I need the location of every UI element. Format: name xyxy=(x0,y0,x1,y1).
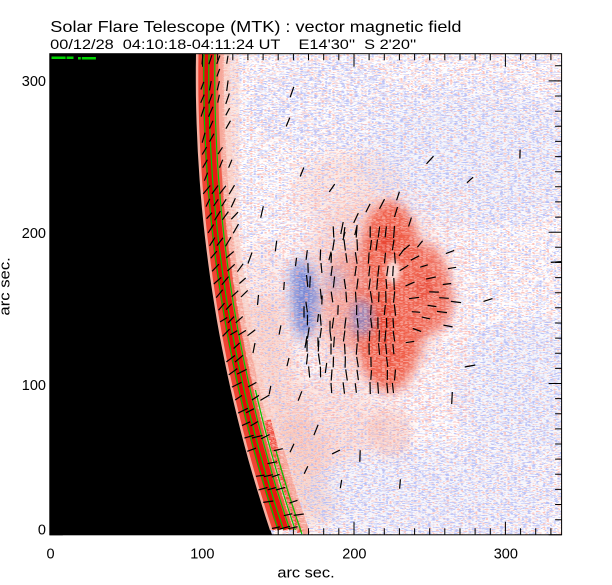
svg-text:100: 100 xyxy=(190,547,214,563)
svg-text:300: 300 xyxy=(22,74,46,90)
svg-text:100: 100 xyxy=(22,378,46,394)
svg-text:200: 200 xyxy=(22,226,46,242)
svg-text:arc sec.: arc sec. xyxy=(277,566,334,582)
svg-text:200: 200 xyxy=(342,547,366,563)
svg-text:Solar Flare Telescope (MTK) :: Solar Flare Telescope (MTK) : vector mag… xyxy=(50,19,461,36)
svg-text:300: 300 xyxy=(494,547,518,563)
svg-text:00/12/28 04:10:18-04:11:24 UT: 00/12/28 04:10:18-04:11:24 UT E14'30'' S… xyxy=(50,36,416,52)
svg-text:arc sec.: arc sec. xyxy=(0,257,14,315)
svg-text:0: 0 xyxy=(38,523,46,539)
svg-text:0: 0 xyxy=(46,547,54,563)
